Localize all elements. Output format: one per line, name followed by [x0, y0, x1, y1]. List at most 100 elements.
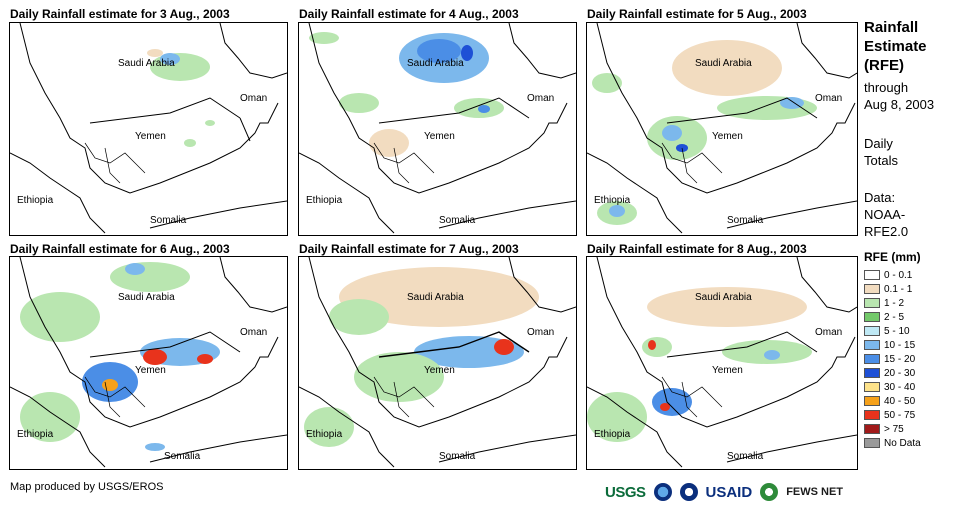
totals-label: Totals	[864, 153, 898, 168]
label-ethiopia: Ethiopia	[594, 429, 631, 440]
label-oman: Oman	[240, 327, 268, 338]
map-graphic	[587, 257, 857, 468]
label-oman: Oman	[815, 327, 843, 338]
label-oman: Oman	[527, 327, 555, 338]
legend-item: 2 - 5	[864, 310, 921, 324]
legend-item: 0.1 - 1	[864, 282, 921, 296]
label-saudi-arabia: Saudi Arabia	[695, 58, 752, 69]
label-yemen: Yemen	[424, 365, 455, 376]
fews-net-icon	[760, 483, 779, 501]
legend-swatch	[864, 340, 880, 350]
legend-swatch	[864, 298, 880, 308]
panel-title-3aug: Daily Rainfall estimate for 3 Aug., 2003	[10, 7, 230, 21]
panel-title-4aug: Daily Rainfall estimate for 4 Aug., 2003	[299, 7, 519, 21]
through-label: through	[864, 80, 909, 95]
rainfall-map-4aug: Saudi Arabia Oman Yemen Ethiopia Somalia	[298, 22, 577, 236]
label-somalia: Somalia	[439, 451, 476, 462]
title-line-rfe: (RFE)	[864, 57, 904, 74]
label-ethiopia: Ethiopia	[17, 195, 54, 206]
label-ethiopia: Ethiopia	[306, 429, 343, 440]
legend: 0 - 0.1 0.1 - 1 1 - 2 2 - 5 5 - 10 10 - 15 15 …	[864, 268, 921, 450]
label-ethiopia: Ethiopia	[306, 195, 343, 206]
rainfall-map-5aug: Saudi Arabia Oman Yemen Ethiopia Somalia	[586, 22, 858, 236]
legend-title: RFE (mm)	[864, 250, 921, 264]
map-graphic	[10, 257, 287, 468]
legend-swatch	[864, 312, 880, 322]
map-graphic	[299, 257, 576, 468]
label-oman: Oman	[527, 93, 555, 104]
sidebar-title: Rainfall Estimate (RFE)	[864, 18, 927, 75]
legend-label: 1 - 2	[884, 297, 905, 309]
legend-item: No Data	[864, 436, 921, 450]
label-saudi-arabia: Saudi Arabia	[695, 292, 752, 303]
legend-item: 10 - 15	[864, 338, 921, 352]
label-somalia: Somalia	[727, 215, 764, 226]
noaa-logo-icon	[653, 483, 672, 501]
legend-label: 50 - 75	[884, 409, 916, 421]
panel-title-6aug: Daily Rainfall estimate for 6 Aug., 2003	[10, 242, 230, 256]
through-date: Aug 8, 2003	[864, 97, 935, 112]
legend-label: 30 - 40	[884, 381, 916, 393]
legend-swatch	[864, 424, 880, 434]
legend-item: 15 - 20	[864, 352, 921, 366]
label-yemen: Yemen	[424, 131, 455, 142]
label-somalia: Somalia	[439, 215, 476, 226]
data-source-line2: RFE2.0	[864, 224, 909, 239]
panel-title-7aug: Daily Rainfall estimate for 7 Aug., 2003	[299, 242, 519, 256]
legend-label: 15 - 20	[884, 353, 916, 365]
usgs-logo: USGS	[605, 483, 646, 501]
legend-swatch	[864, 382, 880, 392]
legend-swatch	[864, 410, 880, 420]
label-ethiopia: Ethiopia	[594, 195, 631, 206]
fews-net-logo: FEWS NET	[786, 486, 844, 498]
label-somalia: Somalia	[150, 215, 187, 226]
title-line-estimate: Estimate	[864, 38, 927, 55]
data-label: Data:	[864, 190, 896, 205]
legend-item: 30 - 40	[864, 380, 921, 394]
label-yemen: Yemen	[712, 131, 743, 142]
legend-item: 50 - 75	[864, 408, 921, 422]
map-credit: Map produced by USGS/EROS	[10, 481, 164, 493]
rainfall-map-7aug: Saudi Arabia Oman Yemen Ethiopia Somalia	[298, 256, 577, 470]
rainfall-map-8aug: Saudi Arabia Oman Yemen Ethiopia Somalia	[586, 256, 858, 470]
label-saudi-arabia: Saudi Arabia	[407, 292, 464, 303]
legend-item: 20 - 30	[864, 366, 921, 380]
label-oman: Oman	[815, 93, 843, 104]
legend-item: 40 - 50	[864, 394, 921, 408]
label-saudi-arabia: Saudi Arabia	[118, 292, 175, 303]
legend-item: 5 - 10	[864, 324, 921, 338]
label-saudi-arabia: Saudi Arabia	[407, 58, 464, 69]
legend-label: 2 - 5	[884, 311, 905, 323]
legend-item: 1 - 2	[864, 296, 921, 310]
daily-label: Daily	[864, 136, 893, 151]
legend-swatch	[864, 396, 880, 406]
label-somalia: Somalia	[727, 451, 764, 462]
panel-title-8aug: Daily Rainfall estimate for 8 Aug., 2003	[587, 242, 807, 256]
dos-seal-icon	[679, 483, 698, 501]
legend-swatch	[864, 438, 880, 448]
legend-swatch	[864, 284, 880, 294]
legend-swatch	[864, 354, 880, 364]
legend-label: > 75	[884, 423, 904, 435]
legend-label: 0.1 - 1	[884, 283, 913, 295]
label-yemen: Yemen	[135, 131, 166, 142]
legend-swatch	[864, 368, 880, 378]
logo-strip: USGS USAID FEWS NET	[605, 480, 843, 504]
rainfall-map-6aug: Saudi Arabia Oman Yemen Ethiopia Somalia	[9, 256, 288, 470]
sidebar-data-source: Data: NOAA- RFE2.0	[864, 189, 908, 240]
sidebar-daily-totals: Daily Totals	[864, 135, 898, 169]
legend-swatch	[864, 270, 880, 280]
label-saudi-arabia: Saudi Arabia	[118, 58, 175, 69]
legend-item: 0 - 0.1	[864, 268, 921, 282]
rainfall-map-3aug: Saudi Arabia Oman Yemen Ethiopia Somalia	[9, 22, 288, 236]
usaid-logo: USAID	[705, 483, 753, 501]
legend-swatch	[864, 326, 880, 336]
legend-label: 40 - 50	[884, 395, 916, 407]
map-graphic	[10, 23, 287, 234]
legend-item: > 75	[864, 422, 921, 436]
data-source-line1: NOAA-	[864, 207, 906, 222]
legend-label: 5 - 10	[884, 325, 910, 337]
legend-label: 20 - 30	[884, 367, 916, 379]
sidebar-date-range: through Aug 8, 2003	[864, 79, 934, 113]
label-ethiopia: Ethiopia	[17, 429, 54, 440]
